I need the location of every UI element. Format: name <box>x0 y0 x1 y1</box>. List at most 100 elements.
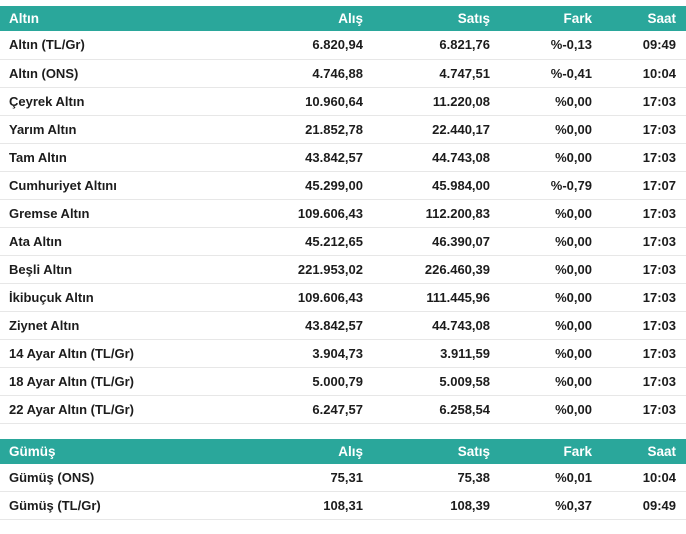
table-row: Gümüş (TL/Gr) 108,31 108,39 %0,37 09:49 <box>0 491 686 520</box>
cell-instrument-name: Altın (ONS) <box>0 59 260 88</box>
cell-time: 17:03 <box>602 367 686 396</box>
table-row: İkibuçuk Altın 109.606,43 111.445,96 %0,00 1… <box>0 283 686 312</box>
table-row: 18 Ayar Altın (TL/Gr) 5.000,79 5.009,58 %0,… <box>0 367 686 396</box>
cell-change-percent: %0,00 <box>500 227 602 256</box>
table-row: Altın (TL/Gr) 6.820,94 6.821,76 %-0,13 09:49 <box>0 31 686 60</box>
cell-time: 09:49 <box>602 31 686 60</box>
table-row: Cumhuriyet Altını 45.299,00 45.984,00 %-0,7… <box>0 171 686 200</box>
cell-change-percent: %0,00 <box>500 395 602 424</box>
cell-sell-price: 46.390,07 <box>373 227 500 256</box>
cell-sell-price: 108,39 <box>373 491 500 520</box>
silver-prices-table: Gümüş Alış Satış Fark Saat Gümüş (ONS) 75… <box>0 438 686 520</box>
cell-change-percent: %0,37 <box>500 491 602 520</box>
cell-sell-price: 111.445,96 <box>373 283 500 312</box>
cell-sell-price: 44.743,08 <box>373 311 500 340</box>
cell-instrument-name: Ata Altın <box>0 227 260 256</box>
table-row: Beşli Altın 221.953,02 226.460,39 %0,00 17:0… <box>0 255 686 284</box>
cell-time: 17:03 <box>602 395 686 424</box>
column-header-sell: Satış <box>373 438 500 464</box>
cell-sell-price: 75,38 <box>373 463 500 492</box>
cell-buy-price: 4.746,88 <box>260 59 373 88</box>
column-header-time: Saat <box>602 438 686 464</box>
cell-time: 17:03 <box>602 339 686 368</box>
table-row: Ata Altın 45.212,65 46.390,07 %0,00 17:03 <box>0 227 686 256</box>
cell-buy-price: 109.606,43 <box>260 199 373 228</box>
table-row: Ziynet Altın 43.842,57 44.743,08 %0,00 17:03 <box>0 311 686 340</box>
cell-change-percent: %0,00 <box>500 87 602 116</box>
cell-buy-price: 75,31 <box>260 463 373 492</box>
cell-sell-price: 44.743,08 <box>373 143 500 172</box>
cell-instrument-name: Gümüş (ONS) <box>0 463 260 492</box>
cell-change-percent: %0,00 <box>500 255 602 284</box>
cell-change-percent: %-0,41 <box>500 59 602 88</box>
column-header-buy: Alış <box>260 438 373 464</box>
cell-change-percent: %0,00 <box>500 115 602 144</box>
cell-time: 17:07 <box>602 171 686 200</box>
column-header-buy: Alış <box>260 6 373 31</box>
cell-time: 17:03 <box>602 199 686 228</box>
cell-time: 10:04 <box>602 59 686 88</box>
cell-change-percent: %0,00 <box>500 199 602 228</box>
table-row: Yarım Altın 21.852,78 22.440,17 %0,00 17:03 <box>0 115 686 144</box>
cell-sell-price: 6.258,54 <box>373 395 500 424</box>
cell-time: 17:03 <box>602 143 686 172</box>
cell-buy-price: 43.842,57 <box>260 143 373 172</box>
cell-buy-price: 6.247,57 <box>260 395 373 424</box>
cell-buy-price: 45.299,00 <box>260 171 373 200</box>
silver-prices-body: Gümüş (ONS) 75,31 75,38 %0,01 10:04 Gümüş (TL… <box>0 463 686 520</box>
cell-buy-price: 108,31 <box>260 491 373 520</box>
cell-sell-price: 45.984,00 <box>373 171 500 200</box>
cell-buy-price: 21.852,78 <box>260 115 373 144</box>
column-header-instrument: Altın <box>0 6 260 31</box>
cell-buy-price: 3.904,73 <box>260 339 373 368</box>
cell-change-percent: %0,00 <box>500 283 602 312</box>
cell-change-percent: %0,00 <box>500 311 602 340</box>
cell-instrument-name: Gümüş (TL/Gr) <box>0 491 260 520</box>
cell-buy-price: 6.820,94 <box>260 31 373 60</box>
cell-buy-price: 43.842,57 <box>260 311 373 340</box>
cell-sell-price: 112.200,83 <box>373 199 500 228</box>
gold-prices-table: Altın Alış Satış Fark Saat Altın (TL/Gr)… <box>0 6 686 424</box>
cell-sell-price: 11.220,08 <box>373 87 500 116</box>
cell-change-percent: %-0,79 <box>500 171 602 200</box>
cell-sell-price: 6.821,76 <box>373 31 500 60</box>
cell-time: 17:03 <box>602 311 686 340</box>
cell-instrument-name: Yarım Altın <box>0 115 260 144</box>
cell-buy-price: 221.953,02 <box>260 255 373 284</box>
cell-buy-price: 10.960,64 <box>260 87 373 116</box>
cell-time: 17:03 <box>602 255 686 284</box>
cell-sell-price: 3.911,59 <box>373 339 500 368</box>
column-header-sell: Satış <box>373 6 500 31</box>
table-row: Gremse Altın 109.606,43 112.200,83 %0,00 17:… <box>0 199 686 228</box>
cell-instrument-name: Altın (TL/Gr) <box>0 31 260 60</box>
cell-instrument-name: 14 Ayar Altın (TL/Gr) <box>0 339 260 368</box>
cell-time: 17:03 <box>602 115 686 144</box>
column-header-instrument: Gümüş <box>0 438 260 464</box>
cell-sell-price: 22.440,17 <box>373 115 500 144</box>
cell-change-percent: %0,00 <box>500 143 602 172</box>
cell-sell-price: 226.460,39 <box>373 255 500 284</box>
cell-time: 10:04 <box>602 463 686 492</box>
table-header-row: Altın Alış Satış Fark Saat <box>0 6 686 31</box>
cell-change-percent: %0,00 <box>500 339 602 368</box>
cell-time: 17:03 <box>602 227 686 256</box>
column-header-change: Fark <box>500 438 602 464</box>
cell-instrument-name: Gremse Altın <box>0 199 260 228</box>
cell-instrument-name: Beşli Altın <box>0 255 260 284</box>
cell-change-percent: %-0,13 <box>500 31 602 60</box>
gold-prices-body: Altın (TL/Gr) 6.820,94 6.821,76 %-0,13 09:49… <box>0 31 686 424</box>
table-row: 22 Ayar Altın (TL/Gr) 6.247,57 6.258,54 %0,… <box>0 395 686 424</box>
column-header-time: Saat <box>602 6 686 31</box>
table-row: Çeyrek Altın 10.960,64 11.220,08 %0,00 17:03 <box>0 87 686 116</box>
cell-instrument-name: Cumhuriyet Altını <box>0 171 260 200</box>
cell-sell-price: 4.747,51 <box>373 59 500 88</box>
cell-instrument-name: Ziynet Altın <box>0 311 260 340</box>
cell-buy-price: 45.212,65 <box>260 227 373 256</box>
table-header-row: Gümüş Alış Satış Fark Saat <box>0 438 686 464</box>
cell-time: 09:49 <box>602 491 686 520</box>
cell-buy-price: 109.606,43 <box>260 283 373 312</box>
cell-instrument-name: Tam Altın <box>0 143 260 172</box>
table-row: 14 Ayar Altın (TL/Gr) 3.904,73 3.911,59 %0,… <box>0 339 686 368</box>
cell-instrument-name: 18 Ayar Altın (TL/Gr) <box>0 367 260 396</box>
